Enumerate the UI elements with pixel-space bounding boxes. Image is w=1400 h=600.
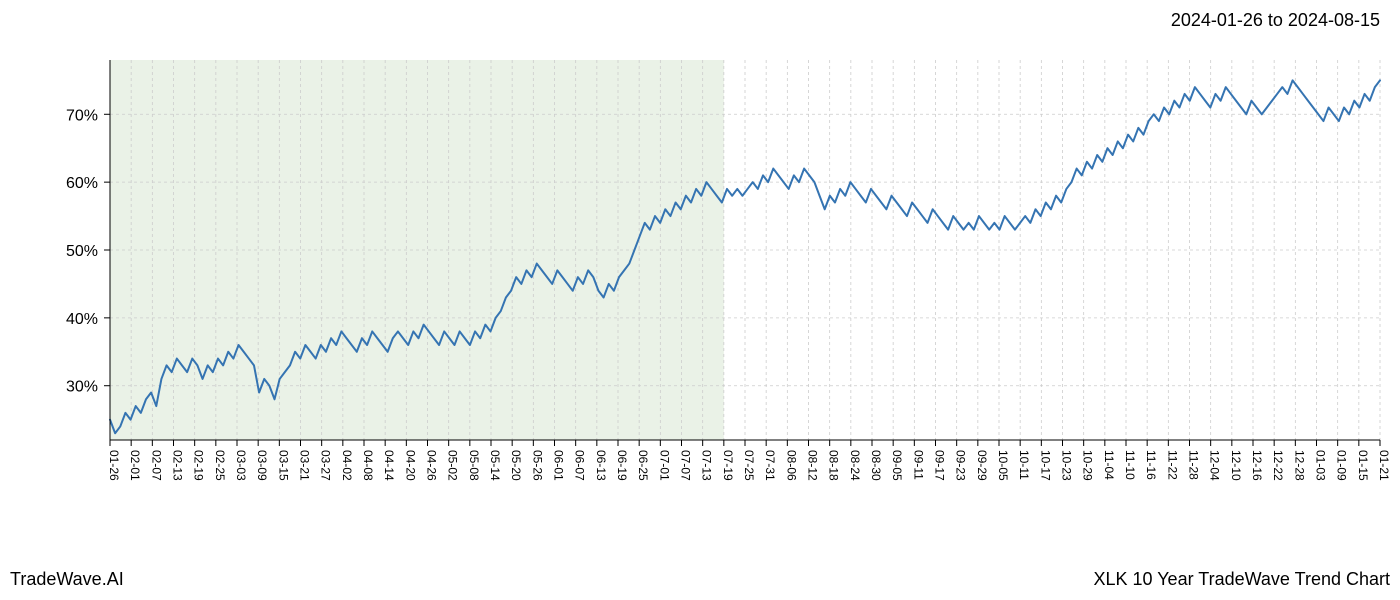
x-tick-label: 01-21	[1377, 450, 1391, 481]
x-tick-label: 09-29	[975, 450, 989, 481]
x-tick-label: 12-10	[1229, 450, 1243, 481]
x-tick-label: 04-14	[382, 450, 396, 481]
x-tick-label: 03-27	[319, 450, 333, 481]
x-tick-label: 11-16	[1144, 450, 1158, 480]
x-tick-label: 02-07	[149, 450, 163, 481]
y-tick-label: 30%	[66, 379, 98, 396]
x-tick-label: 02-19	[192, 450, 206, 481]
x-tick-label: 11-28	[1187, 450, 1201, 480]
brand-label: TradeWave.AI	[10, 569, 124, 590]
x-tick-label: 02-13	[171, 450, 185, 481]
x-tick-label: 09-11	[911, 450, 925, 480]
x-tick-label: 11-04	[1102, 450, 1116, 480]
x-tick-label: 05-20	[509, 450, 523, 481]
x-tick-label: 03-03	[234, 450, 248, 481]
x-tick-label: 04-02	[340, 450, 354, 481]
y-tick-label: 50%	[66, 243, 98, 260]
x-tick-label: 10-17	[1038, 450, 1052, 481]
x-tick-label: 08-06	[784, 450, 798, 481]
x-tick-label: 12-28	[1292, 450, 1306, 481]
x-tick-label: 08-18	[827, 450, 841, 481]
x-tick-label: 08-30	[869, 450, 883, 481]
x-tick-label: 08-24	[848, 450, 862, 481]
x-tick-label: 06-25	[636, 450, 650, 481]
x-tick-label: 10-23	[1060, 450, 1074, 481]
x-tick-label: 03-09	[255, 450, 269, 481]
chart-title-label: XLK 10 Year TradeWave Trend Chart	[1093, 569, 1390, 590]
x-tick-label: 09-05	[890, 450, 904, 481]
x-tick-label: 01-15	[1356, 450, 1370, 481]
x-tick-label: 04-20	[403, 450, 417, 481]
x-tick-label: 11-10	[1123, 450, 1137, 480]
x-tick-label: 01-26	[107, 450, 121, 481]
x-tick-label: 03-21	[298, 450, 312, 481]
x-tick-label: 02-01	[128, 450, 142, 481]
x-tick-label: 10-29	[1081, 450, 1095, 481]
x-tick-label: 07-31	[763, 450, 777, 481]
x-tick-label: 12-04	[1208, 450, 1222, 481]
x-tick-label: 07-25	[742, 450, 756, 481]
x-tick-label: 06-19	[615, 450, 629, 481]
x-tick-label: 07-01	[657, 450, 671, 481]
x-tick-label: 01-03	[1314, 450, 1328, 481]
x-tick-label: 05-08	[467, 450, 481, 481]
x-tick-label: 02-25	[213, 450, 227, 481]
x-tick-label: 10-05	[996, 450, 1010, 481]
x-tick-label: 09-17	[933, 450, 947, 481]
x-tick-label: 03-15	[276, 450, 290, 481]
x-tick-label: 06-13	[594, 450, 608, 481]
x-tick-label: 12-16	[1250, 450, 1264, 481]
trend-chart: 30% 40% 50% 60% 70% 01-26 02-01 02-07 02-13 02-19…	[0, 50, 1400, 540]
x-tick-label: 07-13	[700, 450, 714, 481]
x-tick-label: 11-22	[1165, 450, 1179, 480]
x-tick-label: 05-26	[530, 450, 544, 481]
x-tick-label: 04-08	[361, 450, 375, 481]
x-tick-label: 12-22	[1271, 450, 1285, 481]
x-tick-label: 10-11	[1017, 450, 1031, 480]
chart-svg: 30% 40% 50% 60% 70% 01-26 02-01 02-07 02-13 02-19…	[0, 50, 1400, 540]
y-tick-label: 70%	[66, 107, 98, 124]
x-tick-label: 07-19	[721, 450, 735, 481]
x-tick-label: 09-23	[954, 450, 968, 481]
x-tick-label: 06-01	[552, 450, 566, 481]
y-tick-label: 60%	[66, 175, 98, 192]
x-tick-label: 08-12	[806, 450, 820, 481]
x-tick-label: 07-07	[679, 450, 693, 481]
x-tick-label: 06-07	[573, 450, 587, 481]
x-tick-label: 01-09	[1335, 450, 1349, 481]
x-tick-label: 05-14	[488, 450, 502, 481]
x-tick-label: 05-02	[446, 450, 460, 481]
y-tick-label: 40%	[66, 311, 98, 328]
date-range-label: 2024-01-26 to 2024-08-15	[1171, 10, 1380, 31]
x-tick-label: 04-26	[425, 450, 439, 481]
